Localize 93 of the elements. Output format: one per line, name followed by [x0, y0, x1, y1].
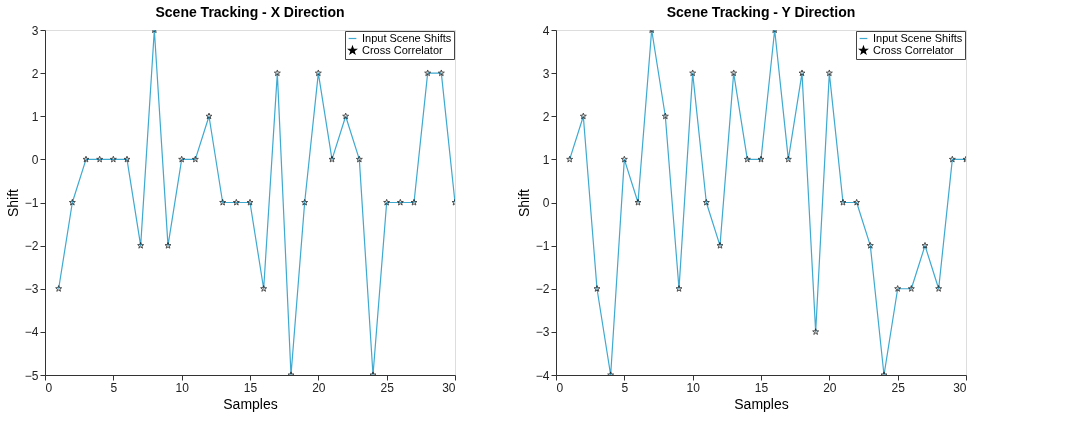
point: [730, 69, 738, 77]
point: [825, 69, 833, 77]
point: [355, 155, 363, 163]
point: [757, 155, 765, 163]
y-tick-label: 1: [542, 152, 550, 167]
y-tick-label: −2: [24, 239, 39, 254]
y-tick-label: −4: [24, 325, 39, 340]
point: [798, 69, 806, 77]
y-tick-label: −3: [535, 325, 550, 340]
y-tick-label: 2: [542, 109, 550, 124]
point: [164, 241, 172, 249]
point: [907, 285, 915, 292]
point: [82, 155, 90, 163]
point: [853, 198, 861, 206]
y-tick-label: −1: [535, 239, 550, 254]
point: [593, 285, 601, 292]
point: [579, 112, 587, 120]
x-tick-label: 5: [621, 380, 629, 395]
point: [137, 241, 145, 249]
legend-label: Input Scene Shifts: [362, 31, 452, 44]
point: [437, 69, 445, 77]
x-tick-label: 25: [380, 380, 395, 395]
y-tick-label: 3: [31, 23, 39, 38]
point: [921, 241, 929, 249]
y-tick-label: −1: [24, 196, 39, 210]
y-tick-label: 0: [31, 152, 39, 167]
point: [410, 198, 418, 206]
x-tick-label: 0: [556, 380, 564, 395]
y-tick-label: 3: [542, 66, 550, 81]
point: [396, 198, 404, 206]
y-tick-label: 1: [31, 109, 39, 124]
point: [246, 198, 254, 206]
point: [702, 198, 710, 206]
point: [260, 285, 268, 292]
point: [948, 155, 956, 163]
y-tick-label: −3: [24, 282, 39, 297]
x-tick-label: 30: [442, 380, 456, 395]
point: [634, 198, 642, 206]
point: [232, 198, 240, 206]
point: [178, 155, 186, 163]
point: [55, 285, 63, 292]
point: [273, 69, 281, 77]
legend-label: Cross Correlator: [362, 43, 444, 56]
point: [342, 112, 350, 120]
point: [620, 155, 628, 163]
point: [383, 198, 391, 206]
y-axis-title: Shift: [515, 188, 532, 218]
point: [716, 241, 724, 249]
x-tick-label: 20: [823, 380, 837, 395]
y-tick-label: −5: [24, 368, 39, 383]
point: [935, 285, 943, 292]
point: [675, 285, 683, 292]
point: [424, 69, 432, 77]
x-tick-label: 10: [686, 380, 701, 395]
x-tick-label: 20: [312, 380, 326, 395]
point: [839, 198, 847, 206]
x-axis-title: Samples: [223, 395, 278, 412]
point: [123, 155, 131, 163]
y-tick-label: −2: [535, 282, 550, 297]
x-tick-label: 0: [45, 380, 53, 395]
y-tick-label: 2: [31, 66, 39, 81]
x-axis-title: Samples: [734, 395, 789, 412]
point: [191, 155, 199, 163]
x-tick-label: 10: [175, 380, 190, 395]
point: [784, 155, 792, 163]
point: [314, 69, 322, 77]
point: [109, 155, 117, 163]
legend-label: Input Scene Shifts: [873, 31, 963, 44]
y-axis-title: Shift: [4, 188, 21, 218]
chart-title: Scene Tracking - X Direction: [155, 4, 345, 20]
x-tick-label: 5: [110, 380, 118, 395]
point: [566, 155, 574, 163]
point: [743, 155, 751, 163]
point: [894, 285, 902, 292]
chart-title: Scene Tracking - Y Direction: [666, 4, 856, 20]
point: [301, 198, 309, 206]
point: [219, 198, 227, 206]
x-tick-label: 25: [891, 380, 906, 395]
y-tick-label: 0: [542, 196, 550, 210]
x-tick-label: 15: [243, 380, 258, 395]
point: [866, 241, 874, 249]
point: [661, 112, 669, 120]
point: [68, 198, 76, 206]
point: [689, 69, 697, 77]
point: [96, 155, 104, 163]
point: [812, 328, 820, 335]
y-tick-label: −4: [535, 368, 550, 383]
x-tick-label: 15: [754, 380, 769, 395]
point: [328, 155, 336, 163]
y-tick-label: 4: [542, 23, 550, 38]
point: [205, 112, 213, 120]
legend-label: Cross Correlator: [873, 43, 955, 56]
x-tick-label: 30: [953, 380, 967, 395]
